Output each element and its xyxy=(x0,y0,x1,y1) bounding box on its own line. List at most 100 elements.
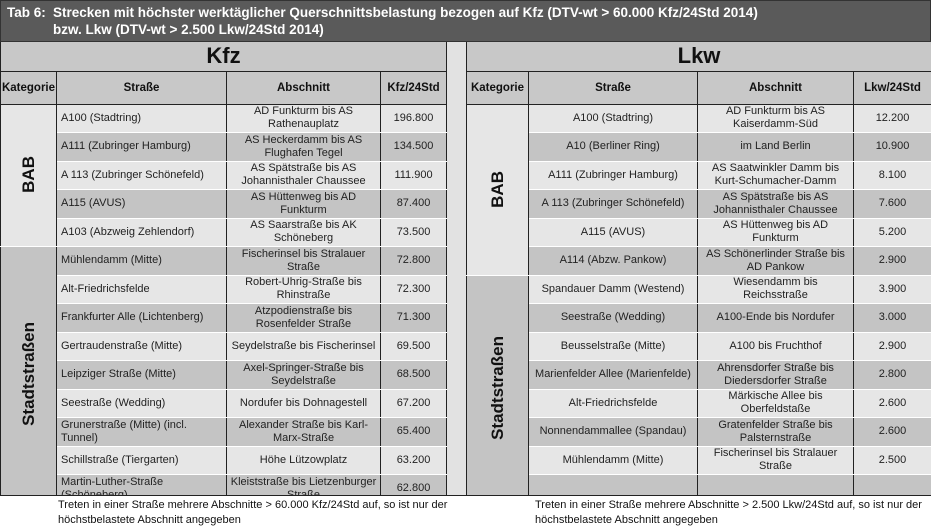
cell-strasse: A111 (Zubringer Hamburg) xyxy=(528,161,698,190)
table-row: A115 (AVUS) AS Hüttenweg bis AD Funkturm… xyxy=(1,189,448,219)
table-row: Gertraudenstraße (Mitte) Seydelstraße bi… xyxy=(1,332,448,361)
table-row: Mühlendamm (Mitte) Fischerinsel bis Stra… xyxy=(467,446,931,475)
table-row: A103 (Abzweig Zehlendorf) AS Saarstraße … xyxy=(1,218,448,247)
category-stadtstrassen: Stadtstraßen xyxy=(0,246,57,504)
col-header-strasse: Straße xyxy=(56,71,227,105)
table-row: A10 (Berliner Ring) im Land Berlin 10.90… xyxy=(467,132,931,162)
cell-strasse: A10 (Berliner Ring) xyxy=(528,132,698,162)
table-row: Stadtstraßen Spandauer Damm (Westend) Wi… xyxy=(466,275,931,503)
cell-wert: 111.900 xyxy=(379,161,448,190)
table-row: Seestraße (Wedding) Nordufer bis Dohnage… xyxy=(1,389,448,418)
lkw-footnote: Treten in einer Straße mehrere Abschnitt… xyxy=(466,495,931,532)
cell-strasse: Seestraße (Wedding) xyxy=(528,303,698,333)
cell-wert: 3.000 xyxy=(852,303,931,333)
table-row: Stadtstraßen Mühlendamm (Mitte) Fischeri… xyxy=(0,246,448,504)
col-header-wert: Lkw/24Std xyxy=(852,71,931,105)
table-number: Tab 6: xyxy=(7,5,46,20)
category-bab: BAB xyxy=(466,104,529,276)
table-row: Frankfurter Alle (Lichtenberg) Atzpodien… xyxy=(1,303,448,333)
cell-strasse: A100 (Stadtring) xyxy=(56,104,227,133)
cell-wert: 12.200 xyxy=(852,104,931,133)
cell-strasse: A100 (Stadtring) xyxy=(528,104,698,133)
cell-abschnitt: Seydelstraße bis Fischerinsel xyxy=(226,332,381,361)
cell-abschnitt: Alexander Straße bis Karl-Marx-Straße xyxy=(226,417,381,447)
table-row: BAB A100 (Stadtring) AD Funkturm bis AS … xyxy=(0,104,448,247)
cell-abschnitt: AD Funkturm bis AS Rathenauplatz xyxy=(226,104,381,133)
cell-abschnitt: AS Saatwinkler Damm bis Kurt-Schumacher-… xyxy=(697,161,854,190)
cell-wert: 8.100 xyxy=(852,161,931,190)
cell-abschnitt: Fischerinsel bis Stralauer Straße xyxy=(697,446,854,475)
cell-strasse: Mühlendamm (Mitte) xyxy=(528,446,698,475)
col-header-wert: Kfz/24Std xyxy=(379,71,448,105)
cell-strasse: Marienfelder Allee (Marienfelde) xyxy=(528,360,698,390)
cell-wert: 69.500 xyxy=(379,332,448,361)
col-header-kategorie: Kategorie xyxy=(466,71,529,105)
cell-strasse: Beusselstraße (Mitte) xyxy=(528,332,698,361)
cell-wert: 68.500 xyxy=(379,360,448,390)
cell-abschnitt: AS Schönerlinder Straße bis AD Pankow xyxy=(697,246,854,276)
category-bab: BAB xyxy=(0,104,57,247)
col-header-abschnitt: Abschnitt xyxy=(697,71,854,105)
cell-abschnitt: AS Hüttenweg bis AD Funkturm xyxy=(697,218,854,247)
cell-strasse: A 113 (Zubringer Schönefeld) xyxy=(528,189,698,219)
cell-wert: 196.800 xyxy=(379,104,448,133)
cell-strasse: Grunerstraße (Mitte) (incl. Tunnel) xyxy=(56,417,227,447)
cell-abschnitt: AS Hüttenweg bis AD Funkturm xyxy=(226,189,381,219)
cell-wert: 5.200 xyxy=(852,218,931,247)
cell-wert: 2.800 xyxy=(852,360,931,390)
cell-abschnitt: Atzpodienstraße bis Rosenfelder Straße xyxy=(226,303,381,333)
cell-strasse: Spandauer Damm (Westend) xyxy=(528,275,698,304)
cell-abschnitt: AS Heckerdamm bis AS Flughafen Tegel xyxy=(226,132,381,162)
cell-strasse: A115 (AVUS) xyxy=(528,218,698,247)
cell-wert: 72.800 xyxy=(379,246,448,276)
cell-wert: 63.200 xyxy=(379,446,448,475)
cell-abschnitt: Gratenfelder Straße bis Palsternstraße xyxy=(697,417,854,447)
cell-wert: 65.400 xyxy=(379,417,448,447)
cell-abschnitt: Ahrensdorfer Straße bis Diedersdorfer St… xyxy=(697,360,854,390)
cell-wert: 87.400 xyxy=(379,189,448,219)
col-header-strasse: Straße xyxy=(528,71,698,105)
cell-abschnitt: Axel-Springer-Straße bis Seydelstraße xyxy=(226,360,381,390)
cell-wert: 2.900 xyxy=(852,246,931,276)
cell-strasse: Gertraudenstraße (Mitte) xyxy=(56,332,227,361)
cell-strasse: A103 (Abzweig Zehlendorf) xyxy=(56,218,227,247)
cell-strasse: A111 (Zubringer Hamburg) xyxy=(56,132,227,162)
cell-strasse: A114 (Abzw. Pankow) xyxy=(528,246,698,276)
cell-wert: 73.500 xyxy=(379,218,448,247)
cell-wert: 72.300 xyxy=(379,275,448,304)
cell-strasse: Mühlendamm (Mitte) xyxy=(56,246,227,276)
cell-abschnitt: Nordufer bis Dohnagestell xyxy=(226,389,381,418)
cell-wert: 71.300 xyxy=(379,303,448,333)
table-row: Grunerstraße (Mitte) (incl. Tunnel) Alex… xyxy=(1,417,448,447)
cell-strasse: Nonnendammallee (Spandau) xyxy=(528,417,698,447)
table-row: Nonnendammallee (Spandau) Gratenfelder S… xyxy=(467,417,931,447)
table-row: Leipziger Straße (Mitte) Axel-Springer-S… xyxy=(1,360,448,390)
cell-wert: 3.900 xyxy=(852,275,931,304)
table-row: Marienfelder Allee (Marienfelde) Ahrensd… xyxy=(467,360,931,390)
table-row: Seestraße (Wedding) A100-Ende bis Norduf… xyxy=(467,303,931,333)
cell-abschnitt: Höhe Lützowplatz xyxy=(226,446,381,475)
cell-wert: 134.500 xyxy=(379,132,448,162)
cell-abschnitt: AS Saarstraße bis AK Schöneberg xyxy=(226,218,381,247)
cell-abschnitt: AS Spätstraße bis AS Johannisthaler Chau… xyxy=(697,189,854,219)
cell-wert: 7.600 xyxy=(852,189,931,219)
cell-strasse: Frankfurter Alle (Lichtenberg) xyxy=(56,303,227,333)
cell-abschnitt: AD Funkturm bis AS Kaiserdamm-Süd xyxy=(697,104,854,133)
cell-wert: 2.600 xyxy=(852,417,931,447)
title-line-2: bzw. Lkw (DTV-wt > 2.500 Lkw/24Std 2014) xyxy=(53,22,324,37)
table-row: Alt-Friedrichsfelde Robert-Uhrig-Straße … xyxy=(1,275,448,304)
table-row: A114 (Abzw. Pankow) AS Schönerlinder Str… xyxy=(467,246,931,276)
cell-abschnitt: A100-Ende bis Nordufer xyxy=(697,303,854,333)
kfz-section-title: Kfz xyxy=(0,42,448,72)
title-line-1: Strecken mit höchster werktäglicher Quer… xyxy=(53,5,758,20)
cell-strasse: Schillstraße (Tiergarten) xyxy=(56,446,227,475)
lkw-table: Lkw Kategorie Straße Abschnitt Lkw/24Std… xyxy=(465,42,931,503)
table-row: Beusselstraße (Mitte) A100 bis Fruchthof… xyxy=(467,332,931,361)
cell-strasse: A115 (AVUS) xyxy=(56,189,227,219)
cell-abschnitt: Robert-Uhrig-Straße bis Rhinstraße xyxy=(226,275,381,304)
table-row: A 113 (Zubringer Schönefeld) AS Spätstra… xyxy=(467,189,931,219)
cell-strasse: Leipziger Straße (Mitte) xyxy=(56,360,227,390)
table-row: A111 (Zubringer Hamburg) AS Saatwinkler … xyxy=(467,161,931,190)
table-row: Alt-Friedrichsfelde Märkische Allee bis … xyxy=(467,389,931,418)
cell-wert: 67.200 xyxy=(379,389,448,418)
